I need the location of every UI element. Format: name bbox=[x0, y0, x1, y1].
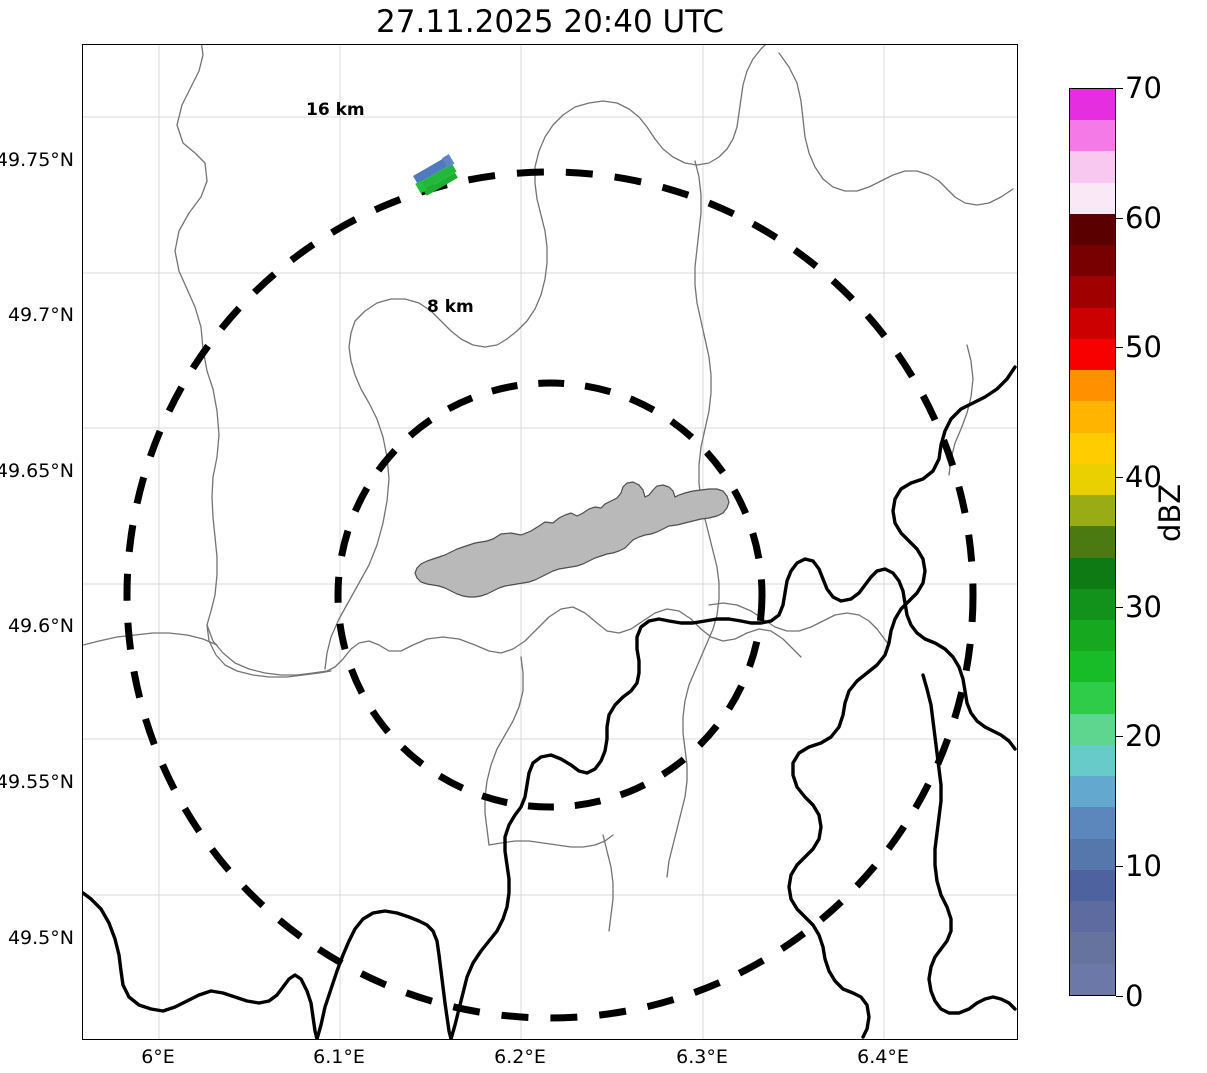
colorbar-tick-label: 60 bbox=[1125, 201, 1162, 235]
colorbar-tick: 40 bbox=[1116, 460, 1162, 494]
national-border bbox=[83, 365, 1017, 1039]
colorbar-segment bbox=[1070, 182, 1115, 214]
colorbar-tick-label: 0 bbox=[1125, 979, 1144, 1013]
xtick-label: 6°E bbox=[141, 1046, 175, 1068]
radar-echo bbox=[413, 154, 458, 196]
colorbar-tick: 0 bbox=[1116, 979, 1143, 1013]
colorbar-segment bbox=[1070, 213, 1115, 246]
colorbar-segment bbox=[1070, 744, 1115, 777]
map-canvas bbox=[83, 45, 1017, 1039]
colorbar-segment bbox=[1070, 495, 1115, 527]
colorbar-title: dBZ bbox=[1153, 483, 1187, 542]
colorbar-segment bbox=[1070, 963, 1115, 995]
colorbar-segment bbox=[1070, 869, 1115, 902]
colorbar-segment bbox=[1070, 807, 1115, 839]
colorbar-segment bbox=[1070, 276, 1115, 308]
colorbar-segment bbox=[1070, 713, 1115, 745]
colorbar-tick: 60 bbox=[1116, 201, 1162, 235]
colorbar-segment bbox=[1070, 401, 1115, 433]
colorbar-segment bbox=[1070, 463, 1115, 496]
colorbar-ticks: 0 10 20 30 40 50 60 70 bbox=[1116, 71, 1206, 1013]
page-title: 27.11.2025 20:40 UTC bbox=[376, 4, 724, 40]
colorbar-segment bbox=[1070, 526, 1115, 558]
colorbar-tick-label: 20 bbox=[1125, 719, 1162, 753]
colorbar-tick-label: 10 bbox=[1125, 849, 1162, 883]
latitude-axis: 49.75°N 49.7°N 49.65°N 49.6°N 49.55°N 49… bbox=[0, 44, 74, 1040]
colorbar-segment bbox=[1070, 838, 1115, 870]
colorbar-segment bbox=[1070, 120, 1115, 152]
range-ring-8km bbox=[334, 379, 766, 811]
radar-map[interactable] bbox=[82, 44, 1018, 1040]
colorbar-segment bbox=[1070, 776, 1115, 808]
colorbar-segment bbox=[1070, 307, 1115, 339]
range-ring-label-8km: 8 km bbox=[427, 297, 474, 317]
xtick-label: 6.4°E bbox=[857, 1046, 909, 1068]
colorbar-segment bbox=[1070, 338, 1115, 371]
colorbar-tick-label: 50 bbox=[1125, 330, 1162, 364]
ytick-label: 49.65°N bbox=[0, 460, 74, 482]
colorbar-tick: 50 bbox=[1116, 330, 1162, 364]
lake-polygon bbox=[414, 481, 730, 598]
colorbar-segment bbox=[1070, 619, 1115, 652]
colorbar-tick-label: 40 bbox=[1125, 460, 1162, 494]
colorbar[interactable] bbox=[1069, 88, 1116, 996]
map-gridlines bbox=[83, 45, 1017, 1039]
colorbar-tick: 10 bbox=[1116, 849, 1162, 883]
colorbar-segment bbox=[1070, 557, 1115, 589]
colorbar-tick: 70 bbox=[1116, 71, 1162, 105]
xtick-label: 6.1°E bbox=[313, 1046, 365, 1068]
xtick-label: 6.3°E bbox=[676, 1046, 728, 1068]
range-rings bbox=[123, 168, 977, 1022]
colorbar-tick: 20 bbox=[1116, 719, 1162, 753]
colorbar-segment bbox=[1070, 245, 1115, 277]
colorbar-tick: 30 bbox=[1116, 590, 1162, 624]
colorbar-segment bbox=[1070, 370, 1115, 402]
ytick-label: 49.55°N bbox=[0, 771, 74, 793]
colorbar-segment bbox=[1070, 89, 1115, 121]
longitude-axis: 6°E 6.1°E 6.2°E 6.3°E 6.4°E bbox=[82, 1046, 1018, 1073]
colorbar-segment bbox=[1070, 151, 1115, 183]
range-ring-label-16km: 16 km bbox=[306, 100, 365, 120]
ytick-label: 49.6°N bbox=[7, 615, 74, 637]
colorbar-segment bbox=[1070, 932, 1115, 964]
xtick-label: 6.2°E bbox=[494, 1046, 546, 1068]
colorbar-segment bbox=[1070, 651, 1115, 683]
colorbar-segment bbox=[1070, 432, 1115, 464]
ytick-label: 49.7°N bbox=[7, 304, 74, 326]
admin-boundaries-thin bbox=[83, 45, 1014, 932]
colorbar-tick-label: 30 bbox=[1125, 590, 1162, 624]
colorbar-segment bbox=[1070, 588, 1115, 620]
ytick-label: 49.75°N bbox=[0, 149, 74, 171]
colorbar-segment bbox=[1070, 901, 1115, 933]
colorbar-segment bbox=[1070, 682, 1115, 714]
ytick-label: 49.5°N bbox=[7, 927, 74, 949]
colorbar-tick-label: 70 bbox=[1125, 71, 1162, 105]
range-ring-16km bbox=[123, 168, 977, 1022]
